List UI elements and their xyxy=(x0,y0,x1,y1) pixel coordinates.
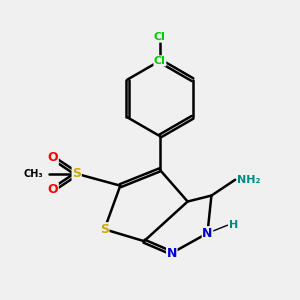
Text: N: N xyxy=(167,247,177,260)
Text: Cl: Cl xyxy=(154,56,166,66)
Text: NH₂: NH₂ xyxy=(237,175,261,185)
Text: N: N xyxy=(202,227,213,240)
Text: S: S xyxy=(100,223,109,236)
Text: Cl: Cl xyxy=(154,32,166,42)
Text: CH₃: CH₃ xyxy=(23,169,43,179)
Text: S: S xyxy=(72,167,81,180)
Text: H: H xyxy=(229,220,239,230)
Text: O: O xyxy=(48,183,58,196)
Text: O: O xyxy=(48,152,58,164)
